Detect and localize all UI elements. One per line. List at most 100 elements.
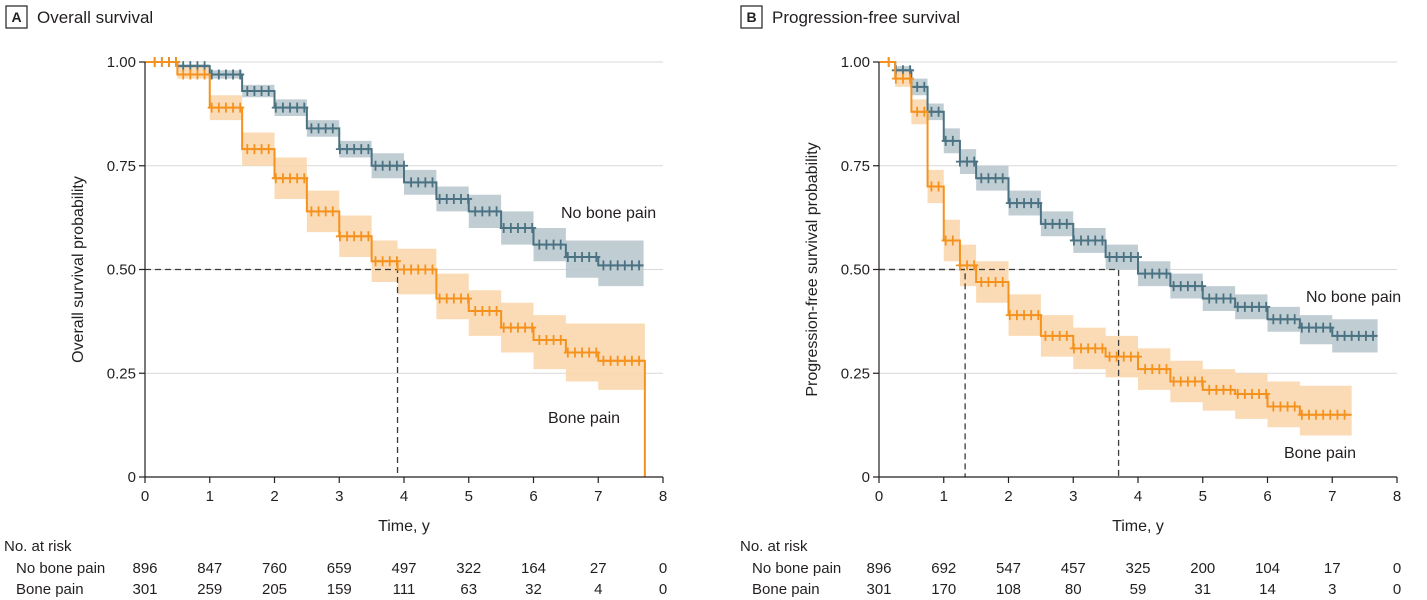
censor-mark bbox=[1112, 351, 1121, 362]
censor-mark bbox=[286, 102, 295, 113]
y-tick-label: 0.50 bbox=[107, 262, 136, 279]
at-risk-count: 4 bbox=[594, 581, 602, 598]
censor-mark bbox=[385, 256, 394, 267]
censor-mark bbox=[200, 69, 209, 80]
censor-mark bbox=[378, 256, 387, 267]
x-tick-label: 1 bbox=[206, 488, 214, 505]
censor-mark bbox=[1112, 252, 1121, 263]
censor-mark bbox=[464, 193, 473, 204]
censor-mark bbox=[1319, 322, 1328, 333]
at-risk-count: 59 bbox=[1130, 581, 1147, 598]
x-tick-label: 1 bbox=[940, 488, 948, 505]
censor-mark bbox=[613, 260, 622, 271]
censor-mark bbox=[635, 260, 644, 271]
censor-mark bbox=[257, 86, 266, 97]
at-risk-count: 692 bbox=[931, 560, 956, 577]
censor-mark bbox=[243, 144, 252, 155]
censor-mark bbox=[385, 160, 394, 171]
censor-mark bbox=[407, 177, 416, 188]
y-tick-label: 0.25 bbox=[107, 365, 136, 382]
censor-mark bbox=[250, 144, 259, 155]
at-risk-count: 760 bbox=[262, 560, 287, 577]
censor-mark bbox=[421, 177, 430, 188]
y-axis-label: Progression-free survival probability bbox=[804, 142, 821, 396]
censor-mark bbox=[300, 102, 309, 113]
series-label-no-bone-pain: No bone pain bbox=[561, 205, 656, 222]
censor-mark bbox=[1105, 351, 1114, 362]
censor-mark bbox=[1255, 301, 1264, 312]
censor-mark bbox=[278, 173, 287, 184]
censor-mark bbox=[1326, 322, 1335, 333]
ci-band-bone-pain bbox=[145, 62, 645, 390]
censor-mark bbox=[1183, 281, 1192, 292]
censor-mark bbox=[1091, 343, 1100, 354]
censor-mark bbox=[535, 335, 544, 346]
at-risk-count: 0 bbox=[659, 560, 667, 577]
censor-mark bbox=[357, 144, 366, 155]
censor-mark bbox=[307, 206, 316, 217]
censor-mark bbox=[920, 81, 929, 92]
censor-mark bbox=[321, 206, 330, 217]
censor-mark bbox=[314, 206, 323, 217]
censor-mark bbox=[941, 135, 950, 146]
censor-mark bbox=[1091, 235, 1100, 246]
censor-mark bbox=[449, 293, 458, 304]
censor-mark bbox=[934, 106, 943, 117]
censor-mark bbox=[378, 160, 387, 171]
censor-mark bbox=[435, 193, 444, 204]
censor-mark bbox=[435, 293, 444, 304]
censor-mark bbox=[570, 347, 579, 358]
censor-mark bbox=[193, 69, 202, 80]
censor-mark bbox=[1326, 409, 1335, 420]
censor-mark bbox=[1077, 343, 1086, 354]
censor-mark bbox=[1069, 235, 1078, 246]
censor-mark bbox=[278, 102, 287, 113]
censor-mark bbox=[456, 193, 465, 204]
censor-mark bbox=[1169, 376, 1178, 387]
censor-mark bbox=[920, 106, 929, 117]
censor-mark bbox=[1119, 252, 1128, 263]
censor-mark bbox=[1226, 293, 1235, 304]
ci-band-no-bone-pain bbox=[879, 62, 1378, 353]
at-risk-row-label: Bone pain bbox=[16, 581, 84, 598]
median-reference-line bbox=[879, 268, 966, 477]
censor-mark bbox=[898, 73, 907, 84]
censor-mark bbox=[1155, 364, 1164, 375]
censor-mark bbox=[321, 123, 330, 134]
censor-mark bbox=[549, 335, 558, 346]
censor-mark bbox=[556, 239, 565, 250]
x-axis-label: Time, y bbox=[378, 518, 430, 535]
censor-mark bbox=[1155, 268, 1164, 279]
censor-mark bbox=[1304, 322, 1313, 333]
at-risk-count: 325 bbox=[1125, 560, 1150, 577]
censor-mark bbox=[314, 123, 323, 134]
censor-mark bbox=[627, 355, 636, 366]
censor-mark bbox=[521, 223, 530, 233]
censor-mark bbox=[492, 306, 501, 316]
censor-mark bbox=[243, 86, 252, 97]
censor-mark bbox=[627, 260, 636, 271]
panel-b-title: Progression-free survival bbox=[772, 8, 960, 27]
censor-mark bbox=[563, 347, 572, 358]
censor-mark bbox=[371, 160, 380, 171]
panel-b-letter-box bbox=[740, 5, 763, 29]
censor-mark bbox=[229, 69, 238, 80]
censor-mark bbox=[478, 206, 487, 217]
censor-mark bbox=[599, 355, 608, 366]
censor-mark bbox=[991, 173, 1000, 184]
censor-mark bbox=[1240, 389, 1249, 399]
at-risk-heading: No. at risk bbox=[740, 538, 808, 555]
censor-mark bbox=[1205, 293, 1214, 304]
censor-mark bbox=[513, 223, 522, 233]
censor-mark bbox=[1141, 268, 1150, 279]
censor-mark bbox=[207, 102, 216, 113]
censor-mark bbox=[1340, 330, 1349, 341]
at-risk-row-label: No bone pain bbox=[16, 560, 105, 577]
censor-mark bbox=[357, 231, 366, 242]
at-risk-count: 200 bbox=[1190, 560, 1215, 577]
censor-mark bbox=[1105, 252, 1114, 263]
censor-mark bbox=[499, 223, 508, 233]
censor-mark bbox=[1084, 235, 1093, 246]
censor-mark bbox=[236, 69, 245, 80]
